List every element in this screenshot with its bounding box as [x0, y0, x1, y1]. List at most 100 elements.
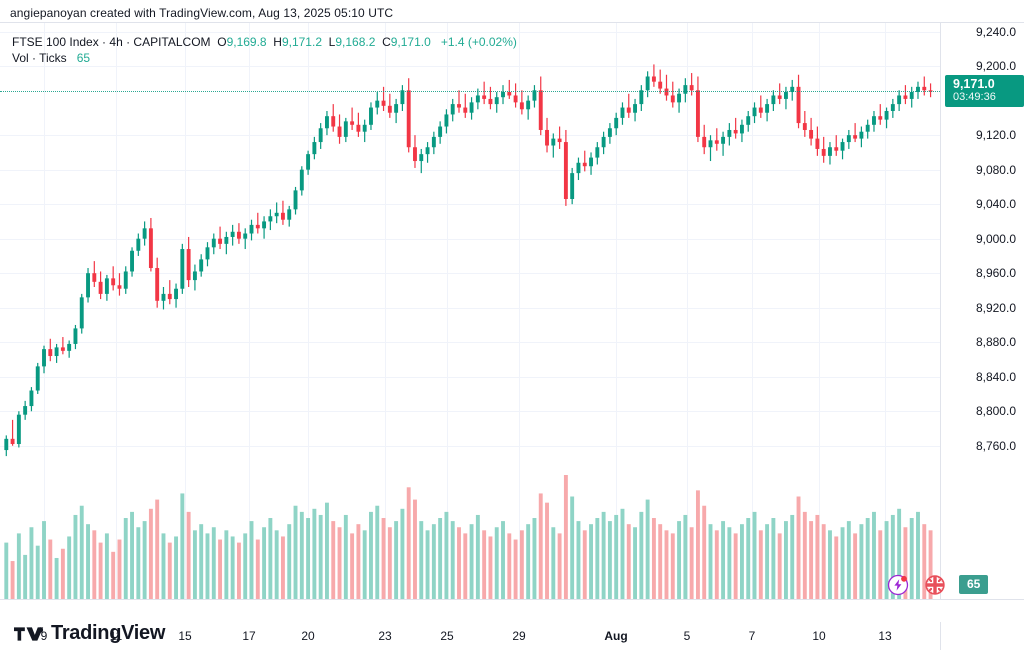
volume-bar	[54, 557, 59, 599]
candle-body	[897, 95, 902, 105]
volume-bar	[337, 527, 342, 599]
candle-body	[10, 438, 15, 445]
current-price-badge[interactable]: 9,171.0 03:49:36	[945, 75, 1024, 108]
candle-body	[903, 95, 908, 99]
candle-body	[482, 95, 487, 99]
volume-bar	[394, 521, 399, 599]
candle-body	[450, 104, 455, 115]
candle-body	[494, 97, 499, 105]
volume-bar	[733, 533, 738, 599]
volume-bar	[532, 518, 537, 599]
price-axis-tick: 8,880.0	[975, 335, 1016, 350]
volume-bar	[670, 533, 675, 599]
candle-body	[859, 131, 864, 139]
volume-bar	[331, 521, 336, 599]
candle-body	[413, 147, 417, 162]
volume-bar	[117, 539, 122, 599]
candle-body	[557, 138, 562, 143]
candle-body	[54, 347, 59, 357]
candle-body	[563, 142, 568, 199]
volume-bar	[23, 554, 28, 599]
candle-body	[192, 271, 197, 281]
candle-body	[620, 107, 625, 118]
candle-body	[752, 107, 757, 117]
candle-body	[570, 173, 575, 199]
candle-body	[607, 128, 612, 137]
gridline-horizontal	[0, 66, 940, 68]
volume-bar	[224, 530, 229, 599]
volume-bar	[236, 542, 241, 599]
candle-body	[519, 102, 524, 110]
volume-bar	[519, 530, 524, 599]
candle-body	[318, 128, 323, 143]
time-axis[interactable]: 9 11 15 17 20 23 25 29 Aug 5 7 10 13	[0, 622, 940, 650]
candle-body	[123, 271, 128, 289]
candle-body	[356, 124, 361, 132]
gridline-horizontal	[0, 169, 940, 171]
candle-body	[601, 136, 606, 148]
volume-bar	[255, 539, 260, 599]
volume-bar	[343, 514, 348, 599]
flash-alert-icon[interactable]	[887, 574, 909, 596]
volume-bar	[595, 518, 600, 599]
volume-bar	[425, 530, 430, 599]
volume-bar	[576, 521, 581, 599]
candle-body	[513, 95, 518, 103]
candle-body	[79, 297, 84, 329]
gridline-horizontal	[0, 31, 940, 33]
volume-bar	[607, 521, 612, 599]
time-axis-tick: 17	[242, 629, 256, 643]
candle-body	[60, 347, 65, 351]
price-axis-tick: 8,800.0	[975, 404, 1016, 419]
candle-body	[148, 228, 153, 269]
volume-bar	[60, 548, 65, 599]
volume-bar	[312, 508, 317, 599]
volume-bar	[846, 521, 851, 599]
candle-body	[790, 86, 795, 93]
candle-body	[821, 148, 826, 156]
candle-body	[589, 157, 593, 167]
candle-body	[438, 126, 443, 137]
candle-body	[92, 273, 97, 282]
candle-body	[853, 135, 858, 139]
volume-bar	[186, 511, 191, 599]
volume-bar	[689, 527, 694, 599]
candle-body	[714, 140, 719, 144]
candle-body	[243, 233, 248, 239]
candle-body	[777, 95, 782, 99]
candle-body	[431, 136, 436, 148]
candle-body	[469, 102, 474, 113]
volume-bar	[381, 518, 386, 599]
volume-value-badge[interactable]: 65	[959, 575, 989, 594]
candle-body	[721, 136, 726, 144]
candle-body	[155, 268, 160, 301]
volume-bar	[878, 530, 883, 599]
volume-bar	[67, 536, 72, 599]
candle-body	[538, 90, 543, 130]
time-axis-tick: 23	[378, 629, 392, 643]
volume-bar	[909, 518, 914, 599]
volume-bar	[507, 533, 512, 599]
gridline-vertical	[447, 23, 448, 599]
candle-body	[117, 285, 122, 289]
volume-bar	[192, 530, 197, 599]
volume-bar	[683, 514, 688, 599]
candle-body	[626, 107, 631, 113]
volume-bar	[853, 533, 858, 599]
volume-bar	[325, 502, 329, 599]
volume-bar	[563, 475, 568, 599]
gridline-vertical	[687, 23, 688, 599]
candle-body	[551, 138, 556, 146]
uk-flag-icon[interactable]	[924, 574, 946, 596]
candle-body	[526, 100, 531, 110]
chart-plot-area[interactable]: FTSE 100 Index · 4h · CAPITALCOM O9,169.…	[0, 22, 940, 600]
volume-bar	[406, 487, 411, 599]
candle-body	[73, 328, 78, 344]
candle-body	[369, 107, 373, 125]
volume-bar	[884, 521, 889, 599]
volume-bar	[784, 521, 788, 599]
price-axis-tick: 8,840.0	[975, 369, 1016, 384]
price-axis[interactable]: 9,171.0 03:49:36 65	[887, 22, 1024, 600]
volume-bar	[570, 496, 575, 599]
